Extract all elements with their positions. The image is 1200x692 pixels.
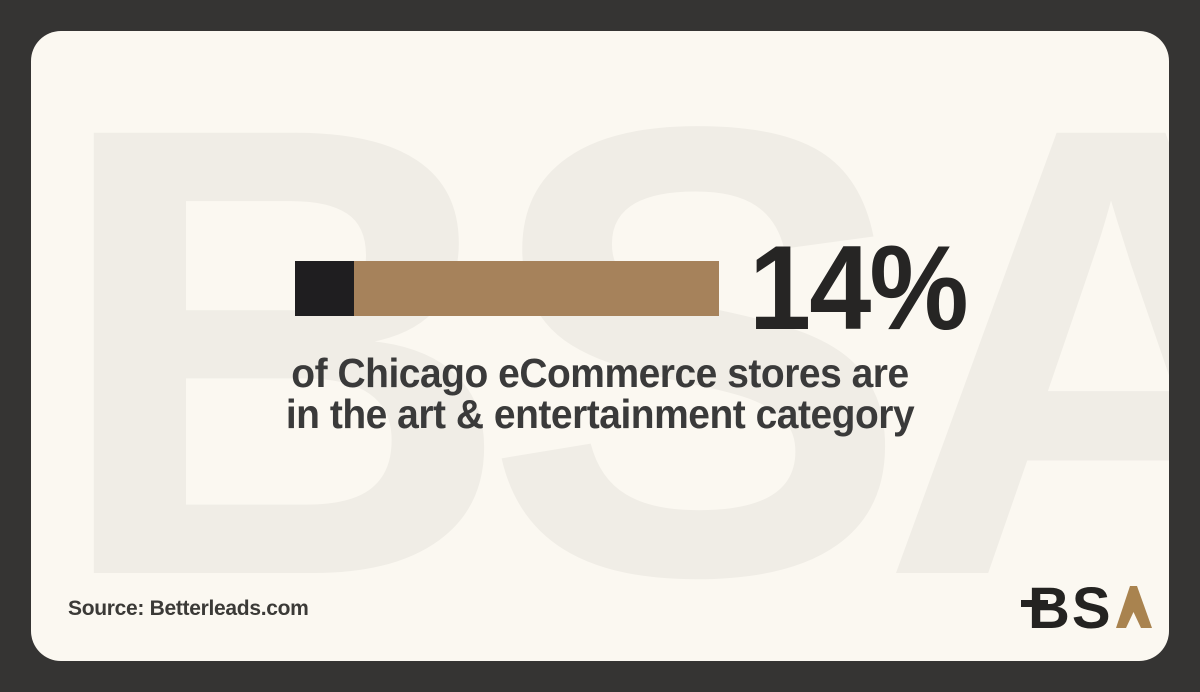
infographic-card: BSA 14% of Chicago eCommerce stores are … [31,31,1169,661]
stat-description: of Chicago eCommerce stores are in the a… [59,353,1140,435]
stat-description-line2: in the art & entertainment category [285,391,915,437]
stat-row: 14% [295,228,983,348]
stat-description-line1: of Chicago eCommerce stores are [291,350,909,396]
logo-letter-s: S [1071,576,1113,641]
source-attribution: Source: Betterleads.com [68,597,309,620]
logo-letter-b: B [1021,580,1072,638]
percent-value: 14% [749,221,969,355]
brand-watermark: BSA [51,31,1169,662]
bsa-logo: B S [1021,580,1152,638]
percent-bar [295,260,719,316]
bar-filled-segment [295,260,355,316]
logo-b-crossbar-icon [1021,600,1048,607]
logo-letter-a-icon [1115,580,1152,638]
